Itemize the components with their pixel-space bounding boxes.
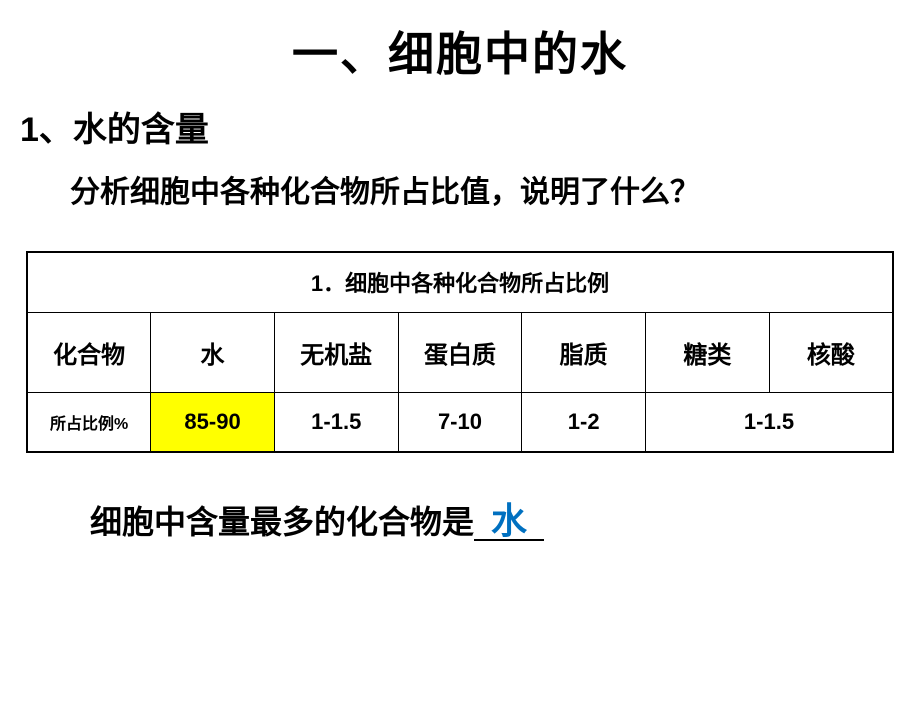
table-header-cell: 水 [151, 312, 275, 392]
data-cell-water: 85-90 [151, 392, 275, 452]
table: 1．细胞中各种化合物所占比例 化合物 水 无机盐 蛋白质 脂质 糖类 核酸 所占… [26, 251, 894, 453]
table-caption: 1．细胞中各种化合物所占比例 [27, 252, 893, 312]
data-cell: 1-2 [522, 392, 646, 452]
row-label: 所占比例% [27, 392, 151, 452]
table-header-cell: 核酸 [769, 312, 893, 392]
table-caption-row: 1．细胞中各种化合物所占比例 [27, 252, 893, 312]
table-header-cell: 无机盐 [274, 312, 398, 392]
section-number: 1、水的含量 [20, 102, 920, 151]
table-data-row: 所占比例% 85-90 1-1.5 7-10 1-2 1-1.5 [27, 392, 893, 452]
data-cell-merged: 1-1.5 [646, 392, 893, 452]
table-header-cell: 化合物 [27, 312, 151, 392]
conclusion-prefix: 细胞中含量最多的化合物是 [90, 504, 474, 540]
compound-table: 1．细胞中各种化合物所占比例 化合物 水 无机盐 蛋白质 脂质 糖类 核酸 所占… [26, 251, 894, 453]
table-header-row: 化合物 水 无机盐 蛋白质 脂质 糖类 核酸 [27, 312, 893, 392]
table-header-cell: 脂质 [522, 312, 646, 392]
conclusion-line: 细胞中含量最多的化合物是水 [90, 497, 920, 543]
data-cell: 7-10 [398, 392, 522, 452]
slide-title: 一、细胞中的水 [0, 18, 920, 84]
prompt-question: 分析细胞中各种化合物所占比值，说明了什么？ [70, 167, 920, 211]
table-header-cell: 蛋白质 [398, 312, 522, 392]
table-header-cell: 糖类 [646, 312, 770, 392]
data-cell: 1-1.5 [274, 392, 398, 452]
conclusion-answer: 水 [474, 503, 544, 541]
